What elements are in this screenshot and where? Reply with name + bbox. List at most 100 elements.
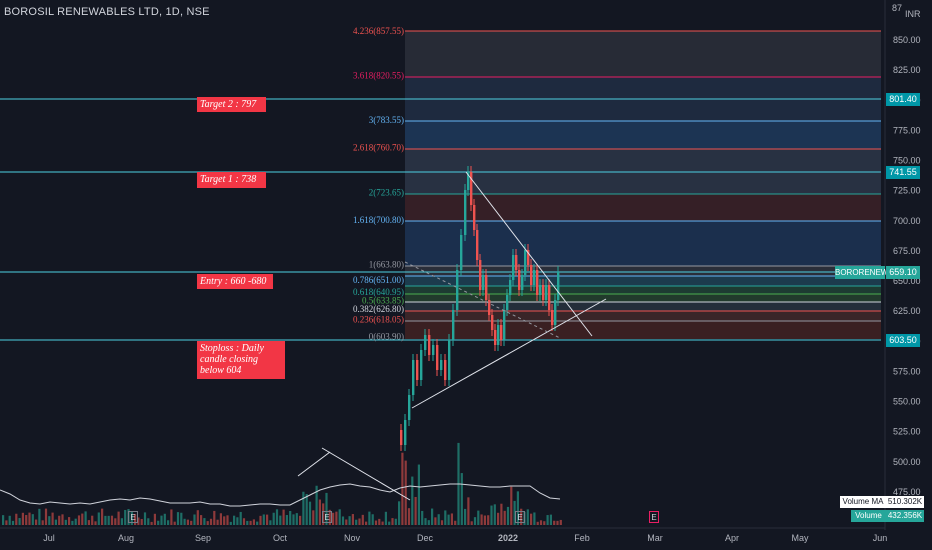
y-tick-label: 825.00: [893, 65, 921, 75]
volume-bar: [275, 509, 279, 525]
volume-bar: [473, 517, 477, 525]
volume-bar: [41, 520, 44, 525]
target1-annotation[interactable]: Target 1 : 738: [197, 172, 266, 188]
volume-bars: [2, 442, 562, 525]
candle-body: [497, 325, 500, 345]
candle-body: [530, 265, 533, 285]
candle-body: [424, 335, 427, 350]
up-trendline: [411, 298, 607, 409]
target2-price-tag: 801.40: [886, 93, 920, 106]
volume-bar: [401, 452, 404, 525]
volume-bar: [384, 511, 387, 525]
event-marker[interactable]: E: [128, 511, 138, 523]
candle-body: [536, 270, 539, 295]
fib-label: 0.5(633.85): [362, 296, 404, 306]
volume-bar: [530, 513, 533, 525]
volume-bar: [341, 516, 345, 525]
volume-bar: [25, 515, 28, 525]
volume-bar: [318, 499, 321, 525]
entry-annotation[interactable]: Entry : 660 -680: [197, 274, 273, 289]
target1-price-tag: 741.55: [886, 166, 920, 179]
x-tick-label: Dec: [417, 533, 434, 543]
volume-bar: [196, 510, 199, 525]
volume-bar: [206, 521, 209, 525]
x-tick-label: Jul: [43, 533, 55, 543]
volume-bar: [335, 511, 338, 525]
volume-bar: [282, 509, 285, 525]
volume-bar: [31, 514, 34, 525]
fib-band: [405, 302, 881, 311]
volume-bar: [546, 515, 549, 525]
y-tick-label: 575.00: [893, 366, 921, 376]
volume-bar: [269, 520, 272, 525]
y-tick-label: 500.00: [893, 457, 921, 467]
volume-ma-label: Volume MA: [840, 496, 886, 508]
volume-bar: [480, 514, 483, 525]
volume-bar: [134, 514, 137, 525]
volume-bar: [21, 512, 24, 525]
volume-bar: [163, 513, 166, 525]
fib-labels: 4.236(857.55) 3.618(820.55) 3(783.55) 2.618…: [353, 26, 404, 342]
current-price-tag: 659.10: [886, 266, 920, 279]
volume-bar: [308, 501, 312, 525]
volume-bar: [233, 515, 236, 525]
y-tick-label: 525.00: [893, 427, 921, 437]
volume-bar: [365, 521, 368, 525]
volume-bar: [44, 508, 48, 525]
volume-bar: [213, 510, 216, 525]
volume-bar: [130, 511, 133, 525]
volume-bar: [506, 506, 510, 525]
volume-bar: [355, 519, 358, 525]
volume-bar: [160, 515, 163, 525]
top-value: 87: [892, 3, 903, 13]
volume-ma-line: [0, 483, 561, 507]
stoploss-line-2: candle closing: [200, 354, 259, 365]
volume-bar: [553, 520, 556, 525]
stoploss-line-3: below 604: [200, 365, 242, 376]
candle-body: [464, 190, 467, 235]
y-tick-label: 750.00: [893, 156, 921, 166]
volume-bar: [404, 460, 407, 525]
fib-label: 0(603.90): [369, 332, 404, 342]
volume-bar: [559, 519, 562, 525]
event-marker[interactable]: E: [322, 511, 332, 523]
candle-body: [479, 260, 482, 290]
volume-bar: [345, 519, 348, 525]
volume-bar: [285, 515, 288, 525]
volume-bar: [61, 514, 64, 525]
volume-bar: [536, 521, 539, 525]
volume-bar: [193, 514, 196, 525]
volume-label: Volume: [851, 510, 886, 522]
volume-bar: [371, 514, 374, 525]
candle-body: [512, 255, 515, 280]
volume-bar: [58, 515, 61, 525]
fib-label: 2(723.65): [369, 187, 404, 197]
x-tick-label: 2022: [498, 533, 518, 543]
volume-bar: [513, 500, 516, 525]
volume-bar: [289, 510, 292, 525]
stoploss-annotation[interactable]: Stoploss : Daily candle closing below 60…: [197, 341, 285, 379]
chart-title: BOROSIL RENEWABLES LTD, 1D, NSE: [4, 6, 210, 18]
y-tick-label: 725.00: [893, 186, 921, 196]
volume-bar: [407, 508, 411, 525]
short-trendline: [321, 447, 411, 501]
fib-lines: [405, 30, 881, 322]
y-tick-label: 650.00: [893, 276, 921, 286]
volume-bar: [15, 513, 18, 525]
fib-band: [405, 121, 881, 149]
volume-bar: [447, 514, 450, 525]
volume-bar: [77, 515, 81, 525]
x-tick-label: Aug: [118, 533, 134, 543]
volume-bar: [292, 514, 295, 525]
volume-bar: [91, 515, 94, 525]
volume-bar: [368, 511, 371, 525]
target2-annotation[interactable]: Target 2 : 797: [197, 97, 266, 112]
event-marker[interactable]: E: [649, 511, 659, 523]
volume-bar: [394, 518, 397, 525]
stoploss-line-1: Stoploss : Daily: [200, 343, 264, 354]
volume-ma-value: 510.302K: [886, 496, 924, 508]
candle-body: [542, 285, 545, 300]
fib-band: [405, 286, 881, 294]
event-marker[interactable]: E: [515, 511, 525, 523]
